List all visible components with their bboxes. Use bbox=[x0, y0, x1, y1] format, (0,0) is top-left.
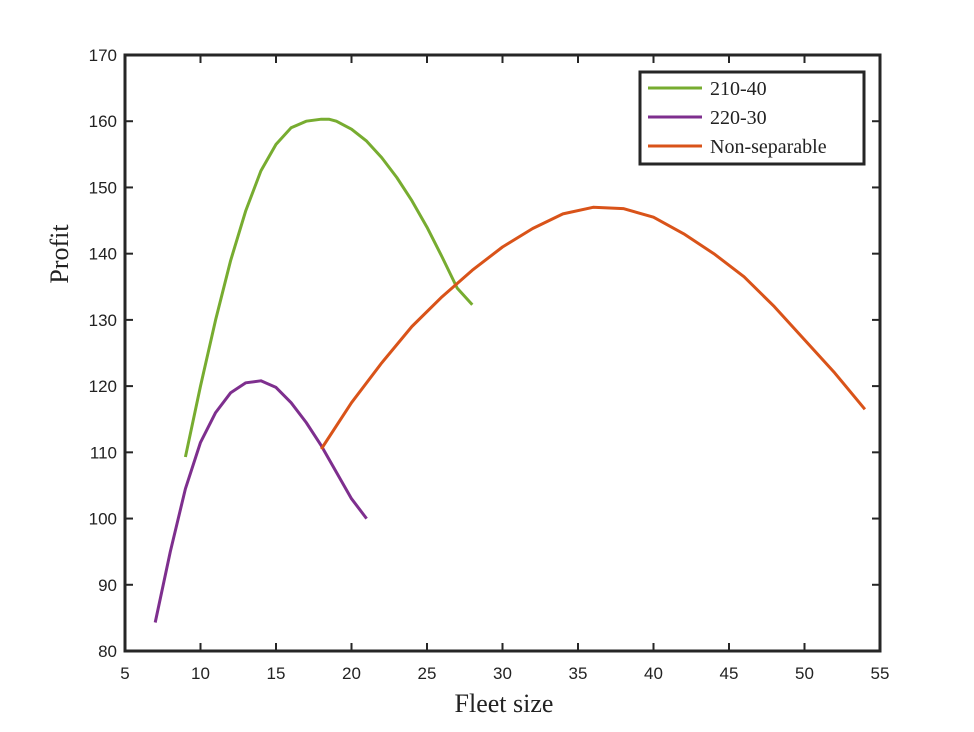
y-tick-label: 140 bbox=[89, 245, 117, 264]
y-tick-label: 160 bbox=[89, 112, 117, 131]
x-tick-label: 30 bbox=[493, 664, 512, 683]
y-tick-label: 150 bbox=[89, 178, 117, 197]
y-tick-label: 100 bbox=[89, 510, 117, 529]
x-tick-label: 5 bbox=[120, 664, 129, 683]
legend-label-3: Non-separable bbox=[710, 136, 827, 158]
legend-label-1: 210-40 bbox=[710, 78, 767, 100]
y-axis-title: Profit bbox=[45, 224, 74, 284]
y-tick-label: 130 bbox=[89, 311, 117, 330]
y-tick-label: 90 bbox=[98, 576, 117, 595]
series-line-2 bbox=[153, 379, 368, 623]
x-tick-label: 25 bbox=[418, 664, 437, 683]
x-tick-label: 15 bbox=[267, 664, 286, 683]
x-tick-label: 45 bbox=[720, 664, 739, 683]
y-tick-label: 110 bbox=[90, 443, 117, 462]
x-tick-label: 55 bbox=[871, 664, 890, 683]
legend-label-2: 220-30 bbox=[710, 107, 767, 129]
series-line-1 bbox=[183, 117, 474, 458]
series-line-3 bbox=[320, 205, 867, 450]
y-tick-label: 170 bbox=[89, 46, 117, 65]
x-tick-label: 40 bbox=[644, 664, 663, 683]
y-tick-label: 120 bbox=[89, 377, 117, 396]
x-tick-label: 35 bbox=[569, 664, 588, 683]
legend: 210-40 220-30 Non-separable bbox=[638, 70, 866, 166]
x-axis-title: Fleet size bbox=[455, 689, 554, 718]
x-tick-label: 10 bbox=[191, 664, 210, 683]
y-tick-label: 80 bbox=[98, 642, 117, 661]
x-tick-label: 50 bbox=[795, 664, 814, 683]
x-tick-label: 20 bbox=[342, 664, 361, 683]
